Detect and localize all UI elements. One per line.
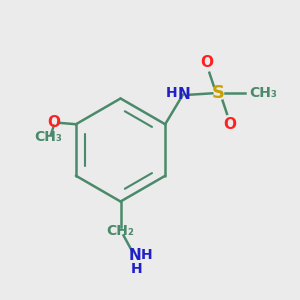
Text: N: N [129,248,142,263]
Text: CH₃: CH₃ [34,130,62,145]
Text: H: H [131,262,142,276]
Text: H: H [141,248,153,262]
Text: CH₂: CH₂ [106,224,134,238]
Text: CH₃: CH₃ [249,86,277,100]
Text: O: O [200,55,213,70]
Text: N: N [178,87,191,102]
Text: H: H [165,86,177,100]
Text: O: O [224,117,236,132]
Text: O: O [47,115,60,130]
Text: S: S [212,84,225,102]
